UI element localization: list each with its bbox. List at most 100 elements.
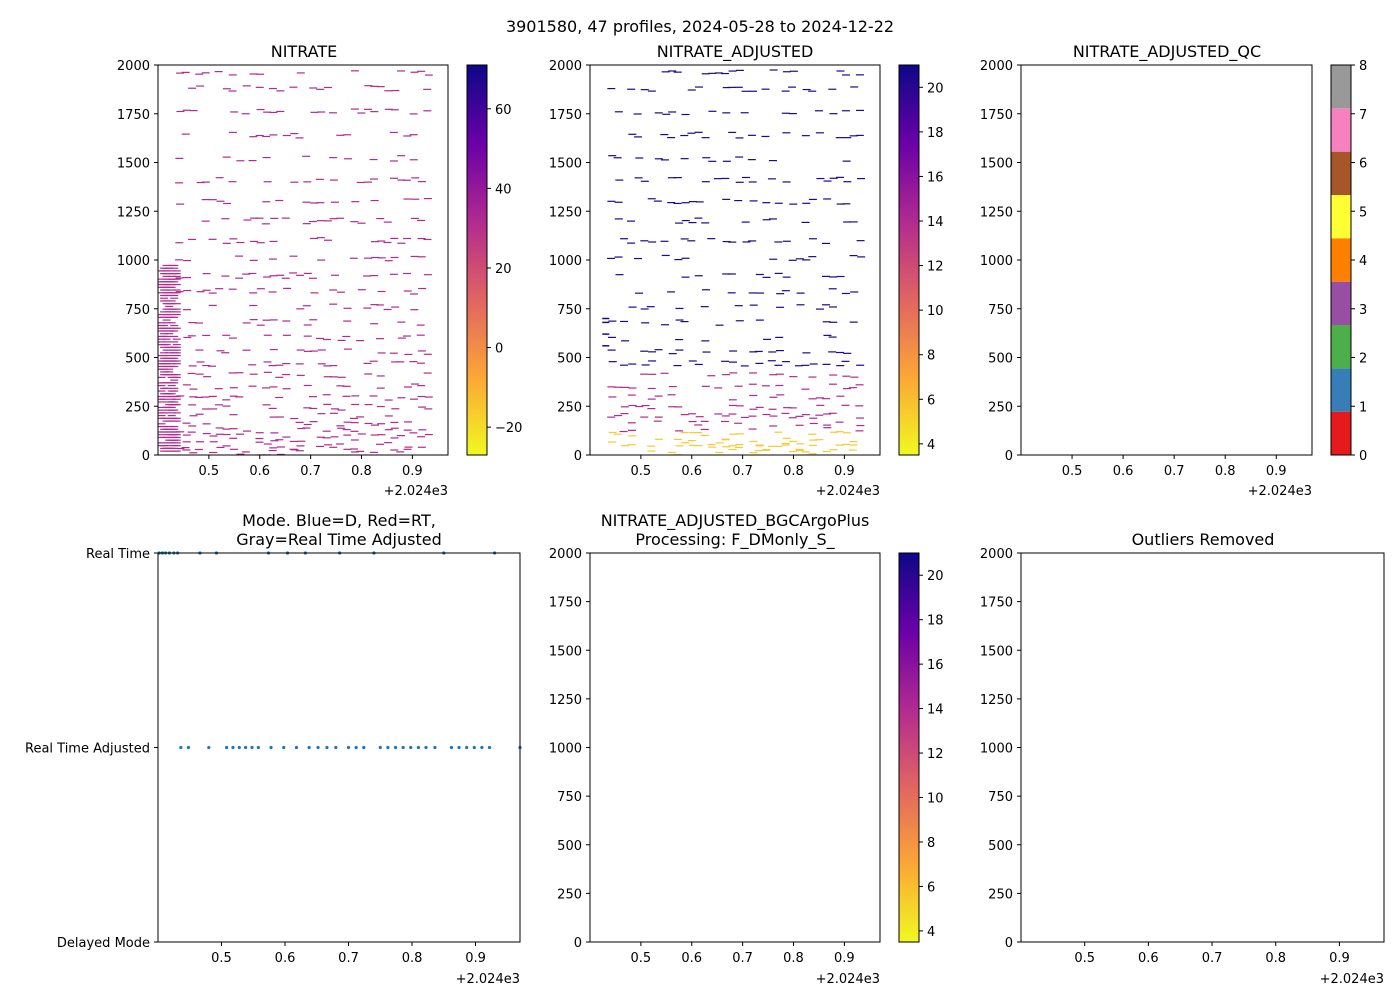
nitrate_adjusted-xtick-label: 0.7: [732, 464, 753, 479]
panel-mode-marks: [157, 551, 522, 750]
nitrate_bgc-xtick-label: 0.6: [681, 951, 702, 966]
nitrate_adjusted_qc-cbar-segment: [1331, 238, 1351, 282]
outliers-ytick-label: 500: [988, 839, 1013, 854]
panel-nitrate-colorbar: −20 0 20 40 60: [466, 64, 522, 456]
panel-nitrate-adjusted-colorbar: 4 6 8 10 12 14 16 18 20: [898, 64, 944, 456]
nitrate_bgc-ytick-label: 0: [574, 936, 582, 951]
mode-xtick-label: 0.9: [465, 951, 486, 966]
panel-mode-title-line1: Mode. Blue=D, Red=RT,: [242, 511, 436, 530]
nitrate-ytick-label: 1500: [117, 157, 150, 172]
nitrate-cbar-body: [466, 64, 488, 456]
panel-nitrate-adjusted-title: NITRATE_ADJUSTED: [657, 42, 814, 62]
nitrate_adjusted_qc-cbar-segment: [1331, 281, 1351, 325]
panel-mode: Mode. Blue=D, Red=RT, Gray=Real Time Adj…: [25, 511, 522, 987]
nitrate_bgc-ytick-label: 1000: [549, 742, 582, 757]
mode-point-rta: [457, 745, 461, 750]
mode-point-rta: [378, 745, 382, 750]
nitrate_adjusted_qc-cbar-label: 5: [1359, 205, 1367, 220]
panel-nitrate-bgc-colorbar: 4 6 8 10 12 14 16 18 20: [898, 552, 944, 943]
mode-point-rta: [316, 745, 320, 750]
mode-point-rta: [393, 745, 398, 750]
nitrate_adjusted_qc-cbar-segment: [1331, 65, 1351, 109]
mode-point-rta: [269, 745, 273, 750]
panel-nitrate-bgc-title-line2: Processing: F_DMonly_S_: [635, 530, 835, 550]
nitrate_adjusted-xtick-label: 0.5: [631, 464, 652, 479]
mode-point-rta: [307, 745, 311, 750]
nitrate_adjusted-ytick-label: 500: [557, 352, 582, 367]
nitrate_adjusted_qc-cbar-label: 6: [1359, 157, 1367, 172]
mode-point-rta: [294, 745, 299, 750]
nitrate_adjusted-ytick-label: 1750: [549, 108, 582, 123]
panel-nitrate-adjusted-x-offset: +2.024e3: [816, 484, 880, 499]
nitrate_adjusted_qc-cbar-segment: [1331, 325, 1351, 369]
mode-xtick-label: 0.8: [402, 951, 423, 966]
nitrate_adjusted_qc-ytick-label: 2000: [980, 59, 1013, 74]
panel-nitrate-bgc-axes: 0.5 0.6 0.7 0.8 0.9 0 250 500 750 1000 1250 1500 175…: [549, 547, 881, 966]
nitrate_adjusted_qc-cbar-label: 0: [1359, 449, 1367, 464]
nitrate_adjusted-cbar-label: 16: [927, 170, 944, 185]
nitrate_bgc-cbar-label: 10: [927, 792, 944, 807]
mode-point-rta: [487, 745, 492, 750]
nitrate_adjusted-ytick-label: 750: [557, 303, 582, 318]
mode-point-rta: [472, 745, 476, 750]
mode-point-rta: [346, 745, 351, 750]
nitrate_bgc-xtick-label: 0.8: [783, 951, 804, 966]
panel-nitrate-adjusted-qc: NITRATE_ADJUSTED_QC 0.5 0.6 0.7 0.8 0.902505…: [980, 42, 1367, 499]
nitrate_adjusted_qc-cbar-label: 7: [1359, 108, 1367, 123]
panel-nitrate-marks: [157, 70, 433, 456]
mode-point-rta: [207, 745, 211, 750]
nitrate_adjusted-ytick-label: 0: [574, 449, 582, 464]
panel-nitrate-bgc-x-offset: +2.024e3: [816, 972, 880, 987]
mode-point-rta: [244, 745, 248, 750]
mode-point-rta: [231, 745, 235, 750]
panel-mode-axes: 0.5 0.6 0.7 0.8 0.9 Delayed Mode Real Time Adj…: [25, 547, 521, 966]
mode-xtick-label: 0.5: [211, 951, 232, 966]
nitrate_bgc-ytick-label: 500: [557, 839, 582, 854]
nitrate_adjusted_qc-cbar-segment: [1331, 151, 1351, 195]
nitrate_bgc-cbar-label: 20: [927, 569, 944, 584]
panel-nitrate-bgc-title-line1: NITRATE_ADJUSTED_BGCArgoPlus: [601, 511, 870, 531]
nitrate_adjusted_qc-cbar-label: 4: [1359, 254, 1367, 269]
mode-point-rta: [354, 745, 358, 750]
panel-outliers: Outliers Removed 0.5 0.6 0.7 0.8 0.9 0 250 500 7…: [980, 530, 1385, 987]
nitrate_adjusted_qc-ytick-label: 750: [988, 303, 1013, 318]
mode-xtick-label: 0.7: [338, 951, 359, 966]
nitrate_bgc-ytick-label: 2000: [549, 547, 582, 562]
mode-point-rta: [224, 745, 229, 750]
nitrate_bgc-ytick-label: 1500: [549, 644, 582, 659]
nitrate_adjusted_qc-ytick-label: 0: [1005, 449, 1013, 464]
nitrate_adjusted_qc-ytick-label: 1250: [980, 205, 1013, 220]
mode-point-rta: [334, 745, 338, 750]
outliers-ytick-label: 250: [988, 887, 1013, 902]
outliers-ytick-label: 1250: [980, 693, 1013, 708]
panel-nitrate-adjusted-qc-axes: 0.5 0.6 0.7 0.8 0.9 0 250 500 750 1000 1250 1500 175…: [980, 59, 1313, 479]
nitrate_adjusted-ytick-label: 1500: [549, 157, 582, 172]
nitrate-ytick-label: 500: [125, 352, 150, 367]
nitrate_adjusted_qc-cbar-segment: [1331, 108, 1351, 152]
nitrate_adjusted_qc-ytick-label: 250: [988, 400, 1013, 415]
nitrate_adjusted-cbar-label: 14: [927, 215, 944, 230]
nitrate_adjusted_qc-cbar-segment: [1331, 411, 1351, 455]
nitrate-cbar-label: 0: [495, 342, 503, 357]
outliers-ytick-label: 1500: [980, 644, 1013, 659]
outliers-xtick-label: 0.9: [1329, 951, 1350, 966]
nitrate_bgc-xtick-label: 0.7: [732, 951, 753, 966]
panel-nitrate-bgc: NITRATE_ADJUSTED_BGCArgoPlus Processing:…: [549, 511, 944, 987]
nitrate_bgc-cbar-label: 12: [927, 747, 944, 762]
panel-outliers-axes: 0.5 0.6 0.7 0.8 0.9 0 250 500 750 1000 1250 1500 175…: [980, 547, 1385, 966]
panel-nitrate-adjusted: NITRATE_ADJUSTED 0.5 0.6 0.7 0.8 0.9 0 250 500 7…: [549, 42, 944, 499]
nitrate_adjusted-cbar-label: 10: [927, 304, 944, 319]
nitrate-ytick-label: 750: [125, 303, 150, 318]
nitrate_adjusted-cbar-label: 4: [927, 438, 935, 453]
mode-point-rta: [386, 745, 390, 750]
panel-nitrate: NITRATE 0.5 0.6 0.7 0.8 0.9 0 250 500 750 1000 125…: [117, 42, 523, 499]
nitrate-cbar-label: −20: [495, 421, 522, 436]
mode-point-rta: [449, 745, 454, 750]
nitrate_adjusted_qc-xtick-label: 0.5: [1062, 464, 1083, 479]
outliers-xtick-label: 0.8: [1265, 951, 1286, 966]
nitrate_adjusted-ytick-label: 2000: [549, 59, 582, 74]
mode-ytick-label: Real Time: [86, 547, 150, 562]
nitrate-xtick-label: 0.5: [199, 464, 220, 479]
nitrate_adjusted-cbar-label: 6: [927, 393, 935, 408]
nitrate_adjusted-ytick-label: 1000: [549, 254, 582, 269]
